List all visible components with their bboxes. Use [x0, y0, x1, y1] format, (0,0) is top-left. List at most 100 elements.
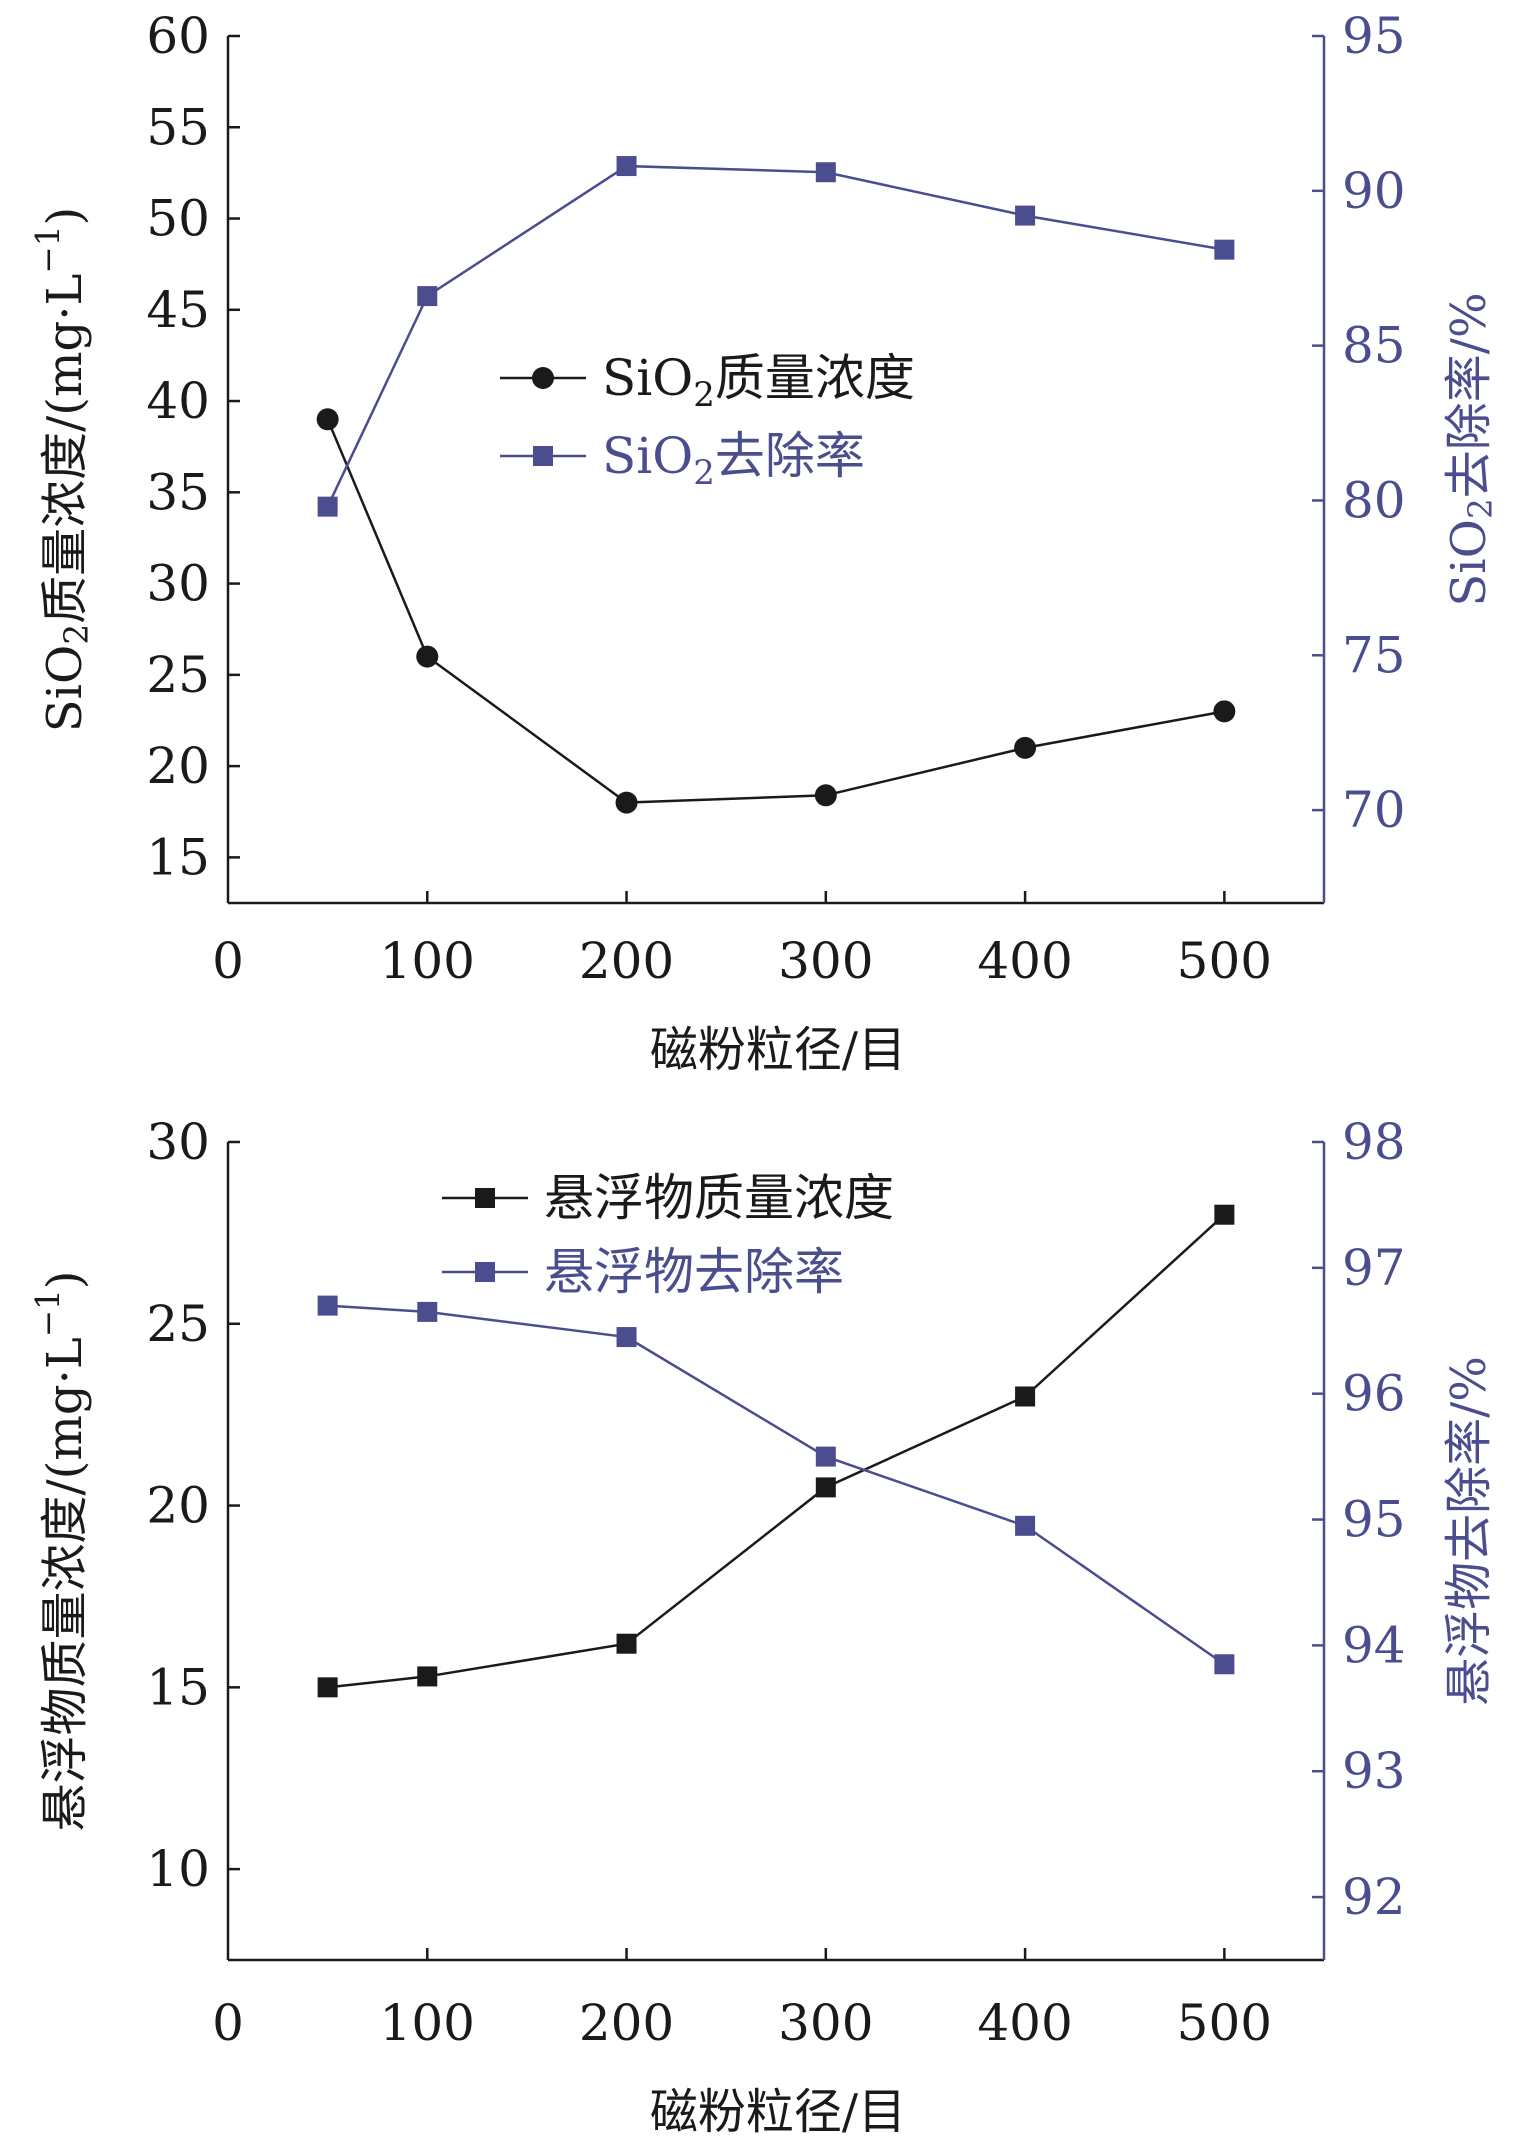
data-point: [616, 1633, 637, 1654]
right-y-axis-label-rest: 去除率/%: [1441, 292, 1497, 498]
right-y-axis-label: 悬浮物去除率/%: [1441, 1356, 1497, 1706]
right-y-tick-label: 94: [1342, 1616, 1406, 1674]
legend-label: SiO2质量浓度: [602, 349, 915, 415]
series-line-0: [326, 418, 1225, 804]
right-y-tick-label: 75: [1342, 626, 1406, 684]
legend-marker: [475, 1262, 495, 1282]
right-y-axis-label: SiO2去除率/%: [1441, 292, 1500, 606]
x-axis-label: 磁粉粒径/目: [650, 1022, 906, 1078]
left-y-tick-label: 55: [146, 98, 210, 156]
right-y-tick-label: 98: [1342, 1113, 1406, 1171]
x-tick-label: 400: [977, 932, 1072, 990]
left-y-tick-label: 45: [146, 281, 210, 339]
legend-marker: [475, 1188, 495, 1208]
left-y-axis-label-rest: 质量浓度/(mg·L: [37, 274, 93, 624]
data-point: [814, 784, 837, 807]
left-y-tick-label: 15: [146, 828, 210, 886]
data-point: [1015, 1386, 1036, 1407]
data-point: [317, 1295, 338, 1316]
left-y-tick-label: 40: [146, 372, 210, 430]
data-point: [417, 286, 438, 307]
data-point: [317, 496, 338, 517]
right-y-tick-label: 80: [1342, 471, 1406, 529]
left-y-tick-label: 10: [146, 1840, 210, 1898]
data-point: [1213, 700, 1236, 723]
left-y-axis-label-sup: −1: [29, 226, 67, 274]
x-tick-label: 300: [778, 1994, 873, 2052]
right-y-tick-label: 93: [1342, 1742, 1406, 1800]
chart-panel-bottom: 0 100 200 300 400 500 10 15 20 25 30 92 93 94 95 96 97 98…: [29, 1113, 1497, 2140]
left-y-tick-label: 25: [146, 646, 210, 704]
data-point: [1214, 1204, 1235, 1225]
right-y-tick-label: 96: [1342, 1365, 1406, 1423]
legend-label-rest: 质量浓度: [715, 349, 915, 407]
data-point: [416, 645, 439, 668]
x-tick-label: 500: [1177, 1994, 1272, 2052]
data-point: [815, 1446, 836, 1467]
legend-label-main: SiO: [602, 349, 693, 407]
data-point: [417, 1301, 438, 1322]
left-y-tick-label: 25: [146, 1295, 210, 1353]
legend-label-sub: 2: [693, 375, 715, 415]
legend-marker: [533, 446, 553, 466]
right-y-axis-label-main: SiO: [1441, 519, 1497, 607]
left-y-tick-label: 20: [146, 737, 210, 795]
legend-marker: [532, 367, 554, 389]
x-tick-label: 100: [380, 1994, 475, 2052]
x-tick-label: 0: [212, 1994, 244, 2052]
left-y-axis-label: 悬浮物质量浓度/(mg·L−1): [29, 1270, 93, 1831]
legend-label: 悬浮物质量浓度: [544, 1169, 894, 1227]
left-y-tick-label: 30: [146, 1113, 210, 1171]
series-line-0: [327, 1213, 1226, 1689]
right-y-tick-label: 70: [1342, 781, 1406, 839]
right-y-tick-label: 90: [1342, 162, 1406, 220]
series-line-1: [326, 164, 1225, 508]
right-y-tick-label: 95: [1342, 1491, 1406, 1549]
left-y-tick-label: 30: [146, 555, 210, 613]
legend-label-main: SiO: [602, 427, 693, 485]
x-tick-label: 0: [212, 932, 244, 990]
left-y-tick-label: 50: [146, 190, 210, 248]
left-y-axis-label-sup: −1: [29, 1289, 67, 1337]
legend-label: SiO2去除率: [602, 427, 865, 493]
data-point: [1015, 205, 1036, 226]
x-axis-label: 磁粉粒径/目: [650, 2084, 906, 2140]
x-tick-label: 200: [579, 1994, 674, 2052]
left-y-axis-label-close: ): [37, 1270, 93, 1289]
data-point: [1214, 239, 1235, 260]
right-y-axis-label-sub: 2: [1462, 498, 1500, 519]
left-y-axis-label-close: ): [37, 207, 93, 226]
legend-label-main: 悬浮物去除率: [544, 1243, 844, 1301]
data-point: [615, 791, 638, 814]
x-tick-label: 300: [778, 932, 873, 990]
data-point: [1014, 736, 1037, 759]
left-y-axis-label: SiO2质量浓度/(mg·L−1): [29, 207, 96, 732]
x-tick-label: 200: [579, 932, 674, 990]
x-tick-label: 500: [1177, 932, 1272, 990]
data-point: [616, 156, 637, 177]
series-line-1: [327, 1304, 1226, 1666]
data-point: [417, 1666, 438, 1687]
data-point: [815, 162, 836, 183]
data-point: [317, 1677, 338, 1698]
x-tick-label: 400: [977, 1994, 1072, 2052]
data-point: [1015, 1515, 1036, 1536]
left-y-tick-label: 20: [146, 1477, 210, 1535]
left-y-axis-label-sub: 2: [58, 624, 96, 645]
left-y-tick-label: 15: [146, 1658, 210, 1716]
right-y-tick-label: 92: [1342, 1868, 1406, 1926]
right-y-tick-label: 97: [1342, 1239, 1406, 1297]
left-y-axis-label-main: SiO: [37, 645, 93, 733]
x-tick-label: 100: [380, 932, 475, 990]
data-point: [316, 408, 339, 431]
legend-label-sub: 2: [693, 453, 715, 493]
chart-panel-top: 0 100 200 300 400 500 15 20 25 30 35 40 45 50 55 60 70 75…: [29, 7, 1500, 1078]
left-y-tick-label: 60: [146, 7, 210, 65]
legend-label-main: 悬浮物质量浓度: [544, 1169, 894, 1227]
legend-label: 悬浮物去除率: [544, 1243, 844, 1301]
legend-label-rest: 去除率: [715, 427, 865, 485]
right-y-tick-label: 95: [1342, 7, 1406, 65]
data-point: [616, 1327, 637, 1348]
